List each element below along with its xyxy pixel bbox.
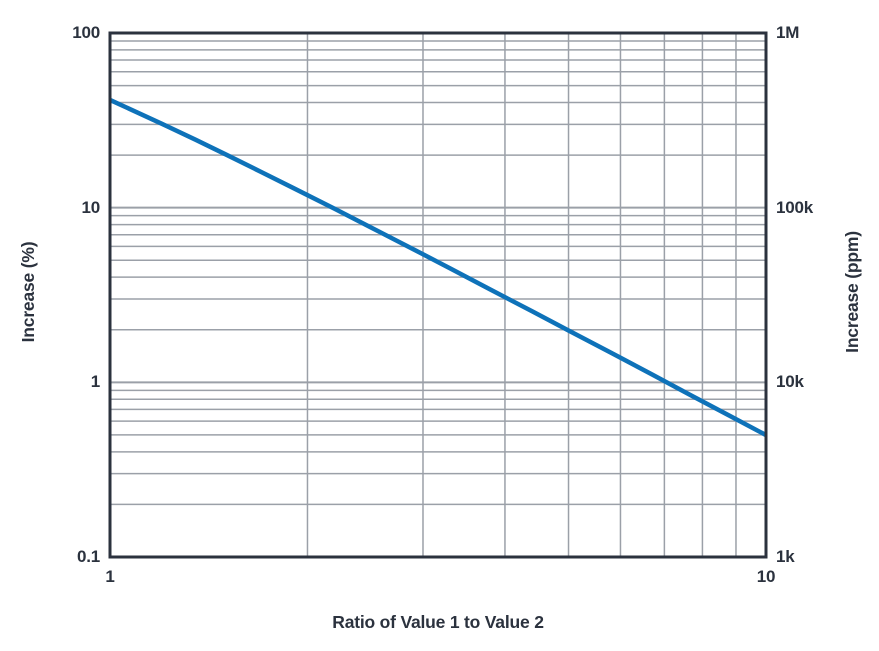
y-axis-right-tick-1k: 1k bbox=[776, 547, 795, 566]
x-axis-tick-1: 1 bbox=[105, 567, 115, 586]
x-axis-tick-10: 10 bbox=[756, 567, 776, 586]
y-axis-right-tick-100k: 100k bbox=[776, 197, 814, 217]
data-line-increase bbox=[109, 97, 768, 438]
y-axis-left-tick-1: 1 bbox=[90, 372, 100, 392]
y-axis-right-title: Increase (ppm) bbox=[842, 231, 862, 353]
plot-border bbox=[108, 31, 768, 559]
y-axis-left-tick-0.1: 0.1 bbox=[76, 547, 100, 566]
y-axis-left-title: Increase (%) bbox=[18, 241, 38, 343]
x-axis-title: Ratio of Value 1 to Value 2 bbox=[332, 612, 544, 632]
y-axis-right-tick-10k: 10k bbox=[776, 372, 804, 392]
y-axis-left-tick-100: 100 bbox=[72, 23, 100, 42]
y-axis-left-tick-10: 10 bbox=[81, 197, 100, 217]
y-axis-right-tick-1M: 1M bbox=[776, 23, 800, 42]
